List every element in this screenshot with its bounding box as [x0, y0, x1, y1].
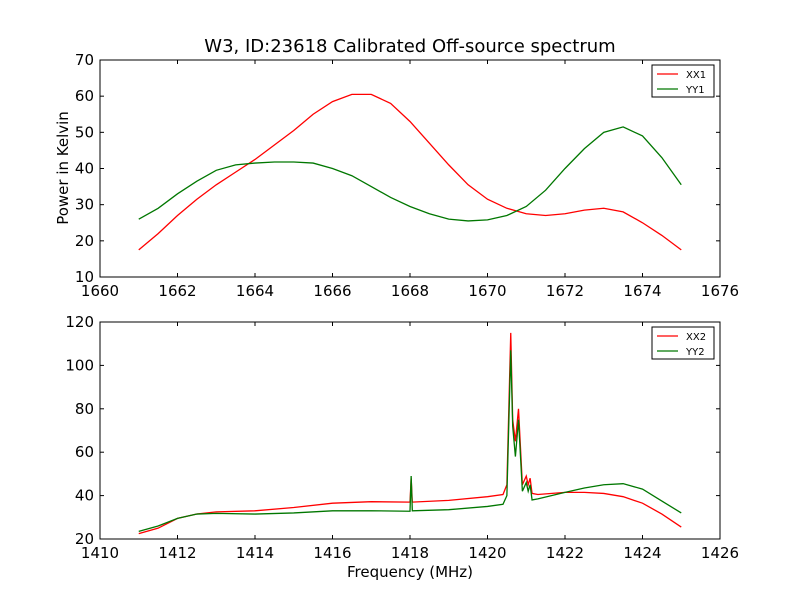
top-y-tick-label: 30 — [75, 196, 94, 214]
top-x-tick-label: 1662 — [158, 282, 196, 300]
chart-title: W3, ID:23618 Calibrated Off-source spect… — [204, 36, 615, 57]
top-x-tick-label: 1660 — [81, 282, 119, 300]
top-y-tick-label: 40 — [75, 160, 94, 178]
top-x-tick-label: 1672 — [546, 282, 584, 300]
bottom-legend-label-yy2: YY2 — [685, 347, 705, 358]
bottom-x-tick-label: 1420 — [468, 544, 506, 562]
bottom-x-tick-label: 1422 — [546, 544, 584, 562]
bottom-y-tick-label: 20 — [75, 530, 94, 548]
top-y-tick-label: 70 — [75, 51, 94, 69]
bottom-y-tick-label: 80 — [75, 400, 94, 418]
top-y-tick-label: 20 — [75, 232, 94, 250]
bottom-series-xx2-line — [138, 332, 682, 535]
top-legend-label-yy1: YY1 — [685, 85, 705, 96]
bottom-y-tick-label: 120 — [65, 313, 94, 331]
top-x-tick-label: 1664 — [236, 282, 274, 300]
bottom-x-tick-label: 1412 — [158, 544, 196, 562]
top-x-tick-label: 1666 — [313, 282, 351, 300]
top-y-tick-label: 60 — [75, 87, 94, 105]
top-chart: 1660 1662 1664 1666 1668 1670 1672 1674 1676 10 20… — [75, 51, 739, 300]
bottom-y-tick-label: 40 — [75, 487, 94, 505]
bottom-y-tick-label: 100 — [65, 356, 94, 374]
top-series-yy1-line — [138, 126, 682, 222]
bottom-legend-box — [651, 326, 715, 360]
bottom-legend-label-xx2: XX2 — [686, 332, 706, 343]
top-series-xx1-line — [138, 93, 682, 251]
bottom-series-yy2-line — [138, 350, 682, 533]
bottom-x-tick-label: 1418 — [391, 544, 429, 562]
bottom-x-tick-label: 1414 — [236, 544, 274, 562]
top-y-axis-label: Power in Kelvin — [54, 111, 72, 225]
top-y-tick-label: 50 — [75, 123, 94, 141]
top-legend-label-xx1: XX1 — [686, 70, 706, 81]
top-x-tick-label: 1668 — [391, 282, 429, 300]
top-x-tick-label: 1676 — [701, 282, 739, 300]
top-plot-area — [100, 60, 720, 277]
bottom-x-tick-label: 1426 — [701, 544, 739, 562]
bottom-x-tick-label: 1416 — [313, 544, 351, 562]
bottom-x-tick-label: 1424 — [623, 544, 661, 562]
bottom-y-tick-label: 60 — [75, 443, 94, 461]
top-y-tick-label: 10 — [75, 268, 94, 286]
top-x-tick-label: 1670 — [468, 282, 506, 300]
bottom-chart: 1410 1412 1414 1416 1418 1420 1422 1424 1426 20 40… — [65, 313, 739, 562]
bottom-x-axis-label: Frequency (MHz) — [347, 563, 473, 581]
top-x-tick-label: 1674 — [623, 282, 661, 300]
top-legend-box — [651, 64, 715, 98]
bottom-x-tick-label: 1410 — [81, 544, 119, 562]
